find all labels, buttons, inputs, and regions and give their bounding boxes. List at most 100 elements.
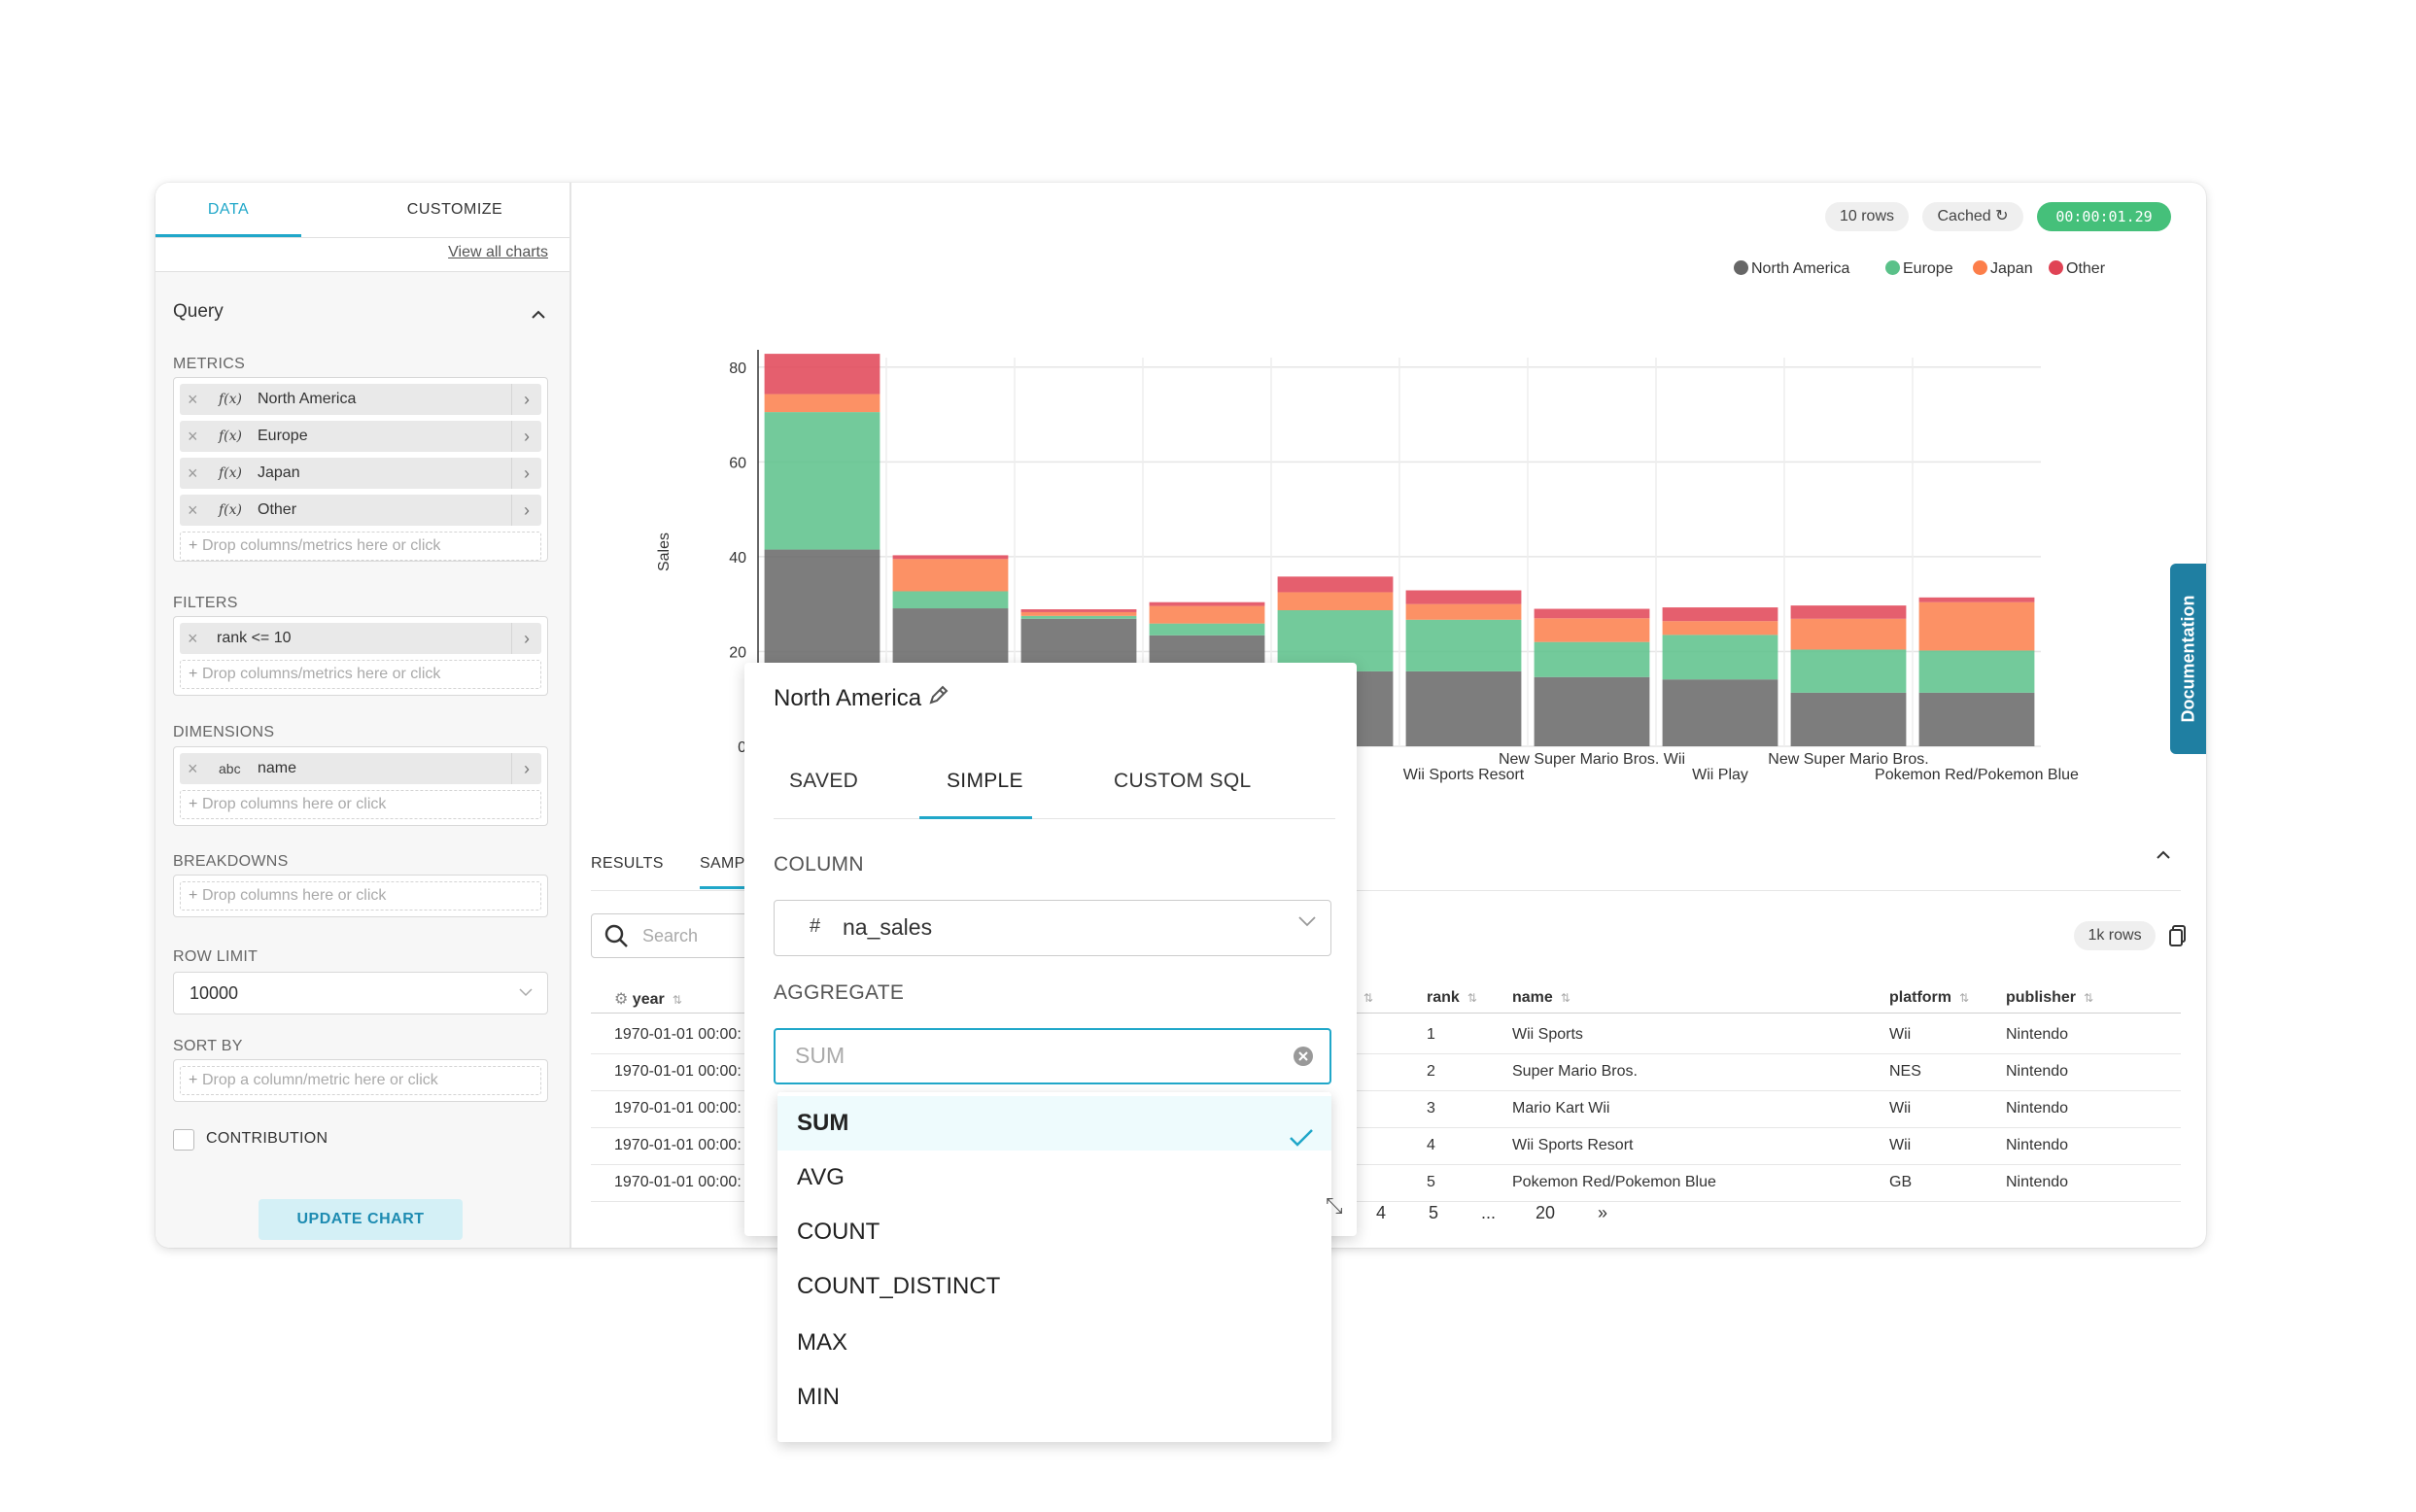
page-5-link[interactable]: 5	[1429, 1203, 1439, 1222]
pencil-icon[interactable]	[928, 685, 949, 711]
bar-segment-japan[interactable]	[1662, 621, 1778, 636]
row-limit-select[interactable]: 10000	[173, 972, 548, 1014]
metric-pill[interactable]: × f(x) Europe ›	[180, 421, 541, 452]
chevron-right-icon[interactable]: ›	[511, 421, 541, 452]
filter-pill[interactable]: × rank <= 10 ›	[180, 623, 541, 654]
update-chart-button[interactable]: UPDATE CHART	[259, 1199, 463, 1240]
bar-segment-japan[interactable]	[1277, 592, 1394, 610]
chevron-right-icon[interactable]: ›	[511, 495, 541, 526]
sort-icon[interactable]: ⇅	[672, 993, 682, 1007]
column-header-year[interactable]: ⚙ year ⇅	[614, 989, 682, 1009]
bar-segment-japan[interactable]	[764, 394, 880, 413]
column-header-publisher[interactable]: publisher ⇅	[2006, 989, 2093, 1007]
bar-segment-other[interactable]	[1277, 576, 1394, 593]
bar-segment-europe[interactable]	[1277, 610, 1394, 671]
remove-icon[interactable]: ×	[188, 390, 198, 409]
bar-segment-europe[interactable]	[1405, 619, 1522, 671]
chevron-right-icon[interactable]: ›	[511, 384, 541, 415]
tab-saved[interactable]: SAVED	[789, 770, 859, 792]
option-max[interactable]: MAX	[797, 1329, 848, 1356]
legend-item-north-america[interactable]: North America	[1734, 260, 1849, 278]
tab-custom-sql[interactable]: CUSTOM SQL	[1114, 770, 1252, 792]
chevron-right-icon[interactable]: ›	[511, 753, 541, 784]
tab-data[interactable]: DATA	[155, 183, 301, 237]
bar-segment-other[interactable]	[1918, 597, 2035, 602]
popover-title[interactable]: North America	[774, 684, 949, 712]
chevron-up-icon[interactable]	[531, 303, 546, 326]
sort-icon[interactable]: ⇅	[1467, 991, 1477, 1005]
bar-segment-north-america[interactable]	[1405, 670, 1522, 746]
page-20-link[interactable]: 20	[1536, 1203, 1556, 1222]
tab-simple[interactable]: SIMPLE	[947, 770, 1023, 792]
bar-segment-japan[interactable]	[1790, 618, 1907, 650]
sort-by-drop-zone[interactable]: + Drop a column/metric here or click	[180, 1066, 541, 1095]
dimensions-drop-zone[interactable]: + Drop columns here or click	[180, 790, 541, 819]
bar-segment-europe[interactable]	[764, 412, 880, 550]
bar-segment-other[interactable]	[1020, 609, 1137, 612]
view-all-charts-link[interactable]: View all charts	[448, 244, 548, 260]
bar-segment-europe[interactable]	[1020, 615, 1137, 619]
legend-item-europe[interactable]: Europe	[1885, 260, 1953, 278]
option-count[interactable]: COUNT	[797, 1219, 880, 1245]
column-header-rank[interactable]: rank ⇅	[1427, 989, 1477, 1007]
bar-segment-north-america[interactable]	[1534, 676, 1650, 746]
bar-segment-other[interactable]	[1662, 607, 1778, 622]
next-page-link[interactable]: »	[1598, 1203, 1608, 1222]
column-header-platform[interactable]: platform ⇅	[1889, 989, 1969, 1007]
remove-icon[interactable]: ×	[188, 759, 198, 778]
remove-icon[interactable]: ×	[188, 629, 198, 648]
search-input[interactable]: Search	[591, 913, 766, 958]
bar-segment-japan[interactable]	[1405, 603, 1522, 620]
option-sum[interactable]: SUM	[777, 1096, 1331, 1151]
bar-segment-other[interactable]	[892, 555, 1009, 560]
bar-segment-europe[interactable]	[1662, 635, 1778, 680]
tab-results[interactable]: RESULTS	[591, 855, 664, 872]
metric-pill[interactable]: × f(x) Japan ›	[180, 458, 541, 489]
remove-icon[interactable]: ×	[188, 500, 198, 520]
query-section-title[interactable]: Query	[173, 301, 224, 322]
tab-samples[interactable]: SAMPL	[700, 855, 758, 889]
bar-segment-europe[interactable]	[1534, 641, 1650, 677]
filters-drop-zone[interactable]: + Drop columns/metrics here or click	[180, 660, 541, 689]
bar-segment-japan[interactable]	[1020, 611, 1137, 616]
chevron-right-icon[interactable]: ›	[511, 623, 541, 654]
bar-segment-other[interactable]	[1149, 601, 1265, 606]
bar-segment-japan[interactable]	[892, 559, 1009, 592]
column-header-name[interactable]: name ⇅	[1512, 989, 1570, 1007]
bar-segment-other[interactable]	[1405, 590, 1522, 604]
legend-item-japan[interactable]: Japan	[1973, 260, 2033, 278]
tab-customize[interactable]: CUSTOMIZE	[406, 201, 503, 218]
resize-icon[interactable]: ⤡	[1326, 1193, 1343, 1218]
option-count-distinct[interactable]: COUNT_DISTINCT	[797, 1273, 1001, 1299]
bar-segment-other[interactable]	[1534, 608, 1650, 619]
documentation-tab[interactable]: Documentation	[2170, 564, 2206, 754]
bar-segment-north-america[interactable]	[1790, 692, 1907, 746]
copy-icon[interactable]	[2169, 925, 2187, 951]
bar-segment-europe[interactable]	[1149, 623, 1265, 636]
remove-icon[interactable]: ×	[188, 427, 198, 446]
contribution-checkbox[interactable]	[173, 1129, 194, 1151]
clear-icon[interactable]	[1293, 1046, 1314, 1072]
bar-segment-europe[interactable]	[892, 591, 1009, 609]
bar-segment-europe[interactable]	[1918, 650, 2035, 693]
column-select[interactable]: # na_sales	[774, 900, 1331, 956]
bar-segment-europe[interactable]	[1790, 649, 1907, 693]
sort-icon[interactable]: ⇅	[1560, 991, 1570, 1005]
bar-segment-other[interactable]	[764, 354, 880, 395]
chevron-up-icon[interactable]	[2156, 847, 2171, 865]
bar-segment-other[interactable]	[1790, 605, 1907, 619]
metric-pill[interactable]: × f(x) North America ›	[180, 384, 541, 415]
aggregate-select[interactable]: SUM	[774, 1028, 1331, 1084]
metrics-drop-zone[interactable]: + Drop columns/metrics here or click	[180, 532, 541, 561]
option-min[interactable]: MIN	[797, 1384, 840, 1410]
option-avg[interactable]: AVG	[797, 1164, 845, 1190]
bar-segment-japan[interactable]	[1149, 605, 1265, 624]
sort-icon[interactable]: ⇅	[1363, 991, 1373, 1005]
bar-segment-japan[interactable]	[1534, 618, 1650, 642]
sort-icon[interactable]: ⇅	[2084, 991, 2094, 1005]
dimension-pill[interactable]: × abc name ›	[180, 753, 541, 784]
chevron-right-icon[interactable]: ›	[511, 458, 541, 489]
breakdowns-drop-zone[interactable]: + Drop columns here or click	[180, 881, 541, 911]
bar-segment-north-america[interactable]	[1662, 679, 1778, 746]
refresh-icon[interactable]: ↻	[1995, 208, 2009, 224]
